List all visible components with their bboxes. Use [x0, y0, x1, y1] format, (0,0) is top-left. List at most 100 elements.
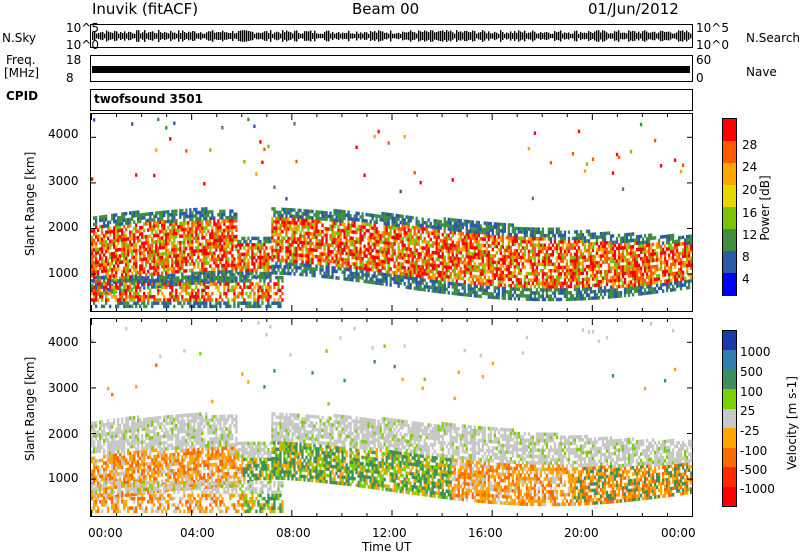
radar-echo-cell: [99, 285, 102, 290]
radar-echo-cell: [323, 249, 326, 253]
radar-echo-cell: [375, 265, 378, 269]
radar-echo-cell: [205, 207, 208, 211]
radar-echo-cell: [503, 289, 506, 294]
radar-echo-cell: [433, 231, 436, 236]
radar-echo-cell: [367, 245, 370, 249]
radar-echo-cell: [95, 279, 98, 284]
radar-echo-cell: [487, 285, 490, 290]
radar-echo-cell: [167, 213, 170, 217]
radar-echo-cell: [273, 285, 276, 289]
radar-echo-cell: [315, 245, 318, 249]
radar-echo-cell: [113, 285, 116, 289]
radar-echo-cell: [355, 253, 358, 257]
radar-echo-cell: [175, 212, 178, 217]
radar-echo-cell: [175, 282, 178, 287]
radar-echo-cell: [561, 281, 565, 286]
radar-echo-cell: [167, 248, 170, 252]
radar-echo-cell: [413, 286, 416, 291]
radar-echo-cell: [173, 260, 176, 265]
radar-echo-cell: [113, 229, 116, 233]
radar-echo-cell: [513, 284, 517, 288]
radar-echo-cell: [447, 249, 450, 254]
radar-echo-cell: [555, 288, 559, 292]
radar-echo-cell: [589, 245, 593, 249]
radar-echo-cell: [151, 272, 154, 276]
radar-echo-cell: [219, 251, 222, 255]
radar-echo-cell: [581, 265, 585, 269]
radar-echo-cell: [109, 252, 112, 256]
radar-echo-cell: [279, 245, 282, 250]
radar-echo-cell: [491, 231, 494, 236]
radar-echo-cell: [193, 249, 196, 253]
radar-echo-cell: [379, 269, 382, 273]
radar-echo-cell: [235, 295, 238, 299]
radar-echo-cell: [427, 259, 430, 264]
radar-echo-cell: [405, 272, 408, 277]
radar-echo-cell: [125, 304, 128, 309]
radar-echo-cell: [431, 260, 434, 264]
radar-echo-cell: [241, 265, 244, 269]
radar-echo-cell: [115, 282, 118, 286]
radar-echo-cell: [441, 268, 444, 272]
radar-echo-cell: [583, 169, 587, 173]
colorbar-segment: [723, 447, 736, 468]
radar-echo-cell: [291, 256, 294, 260]
radar-echo-cell: [523, 278, 527, 282]
radar-echo-cell: [355, 214, 358, 219]
radar-echo-cell: [133, 291, 136, 296]
radar-echo-cell: [267, 255, 270, 260]
radar-echo-cell: [119, 260, 122, 265]
nsky-trace-bar: [128, 31, 130, 41]
radar-echo-cell: [101, 263, 104, 267]
radar-echo-cell: [567, 271, 571, 276]
radar-echo-cell: [487, 266, 490, 270]
radar-echo-cell: [437, 270, 440, 275]
radar-echo-cell: [533, 256, 537, 260]
radar-echo-cell: [151, 275, 154, 280]
radar-echo-cell: [349, 223, 352, 228]
radar-echo-cell: [131, 249, 134, 253]
radar-echo-cell: [455, 256, 458, 261]
radar-echo-cell: [105, 243, 108, 247]
radar-echo-cell: [211, 213, 214, 217]
radar-echo-cell: [375, 236, 378, 241]
radar-echo-cell: [153, 256, 156, 260]
radar-echo-cell: [415, 280, 418, 285]
radar-echo-cell: [375, 278, 378, 282]
radar-echo-cell: [375, 268, 378, 273]
radar-echo-cell: [473, 246, 476, 250]
radar-echo-cell: [501, 222, 504, 227]
radar-echo-cell: [325, 255, 328, 260]
radar-echo-cell: [137, 291, 140, 296]
radar-echo-cell: [455, 266, 458, 270]
radar-echo-cell: [371, 267, 374, 272]
radar-echo-cell: [367, 280, 370, 284]
nsky-trace-bar: [462, 32, 464, 40]
radar-echo-cell: [295, 224, 298, 228]
radar-echo-cell: [533, 246, 537, 251]
radar-echo-cell: [299, 237, 302, 242]
radar-echo-cell: [429, 231, 432, 235]
radar-echo-cell: [93, 261, 96, 265]
radar-echo-cell: [181, 304, 184, 309]
radar-echo-cell: [293, 240, 296, 244]
radar-echo-cell: [441, 242, 444, 246]
radar-echo-cell: [521, 236, 525, 241]
radar-echo-cell: [181, 295, 184, 299]
radar-echo-cell: [101, 282, 104, 286]
radar-echo-cell: [171, 285, 174, 289]
radar-echo-cell: [251, 304, 254, 309]
radar-echo-cell: [513, 287, 517, 291]
nsky-trace-bar: [530, 32, 532, 40]
radar-echo-cell: [155, 220, 158, 225]
radar-echo-cell: [465, 267, 468, 272]
radar-echo-cell: [457, 218, 460, 223]
radar-echo-cell: [443, 217, 446, 221]
radar-echo-cell: [279, 261, 282, 266]
radar-echo-cell: [237, 249, 240, 253]
radar-echo-cell: [175, 244, 178, 248]
radar-echo-cell: [127, 265, 130, 270]
radar-echo-cell: [153, 265, 156, 270]
radar-echo-cell: [561, 288, 565, 292]
radar-echo-cell: [249, 279, 252, 283]
